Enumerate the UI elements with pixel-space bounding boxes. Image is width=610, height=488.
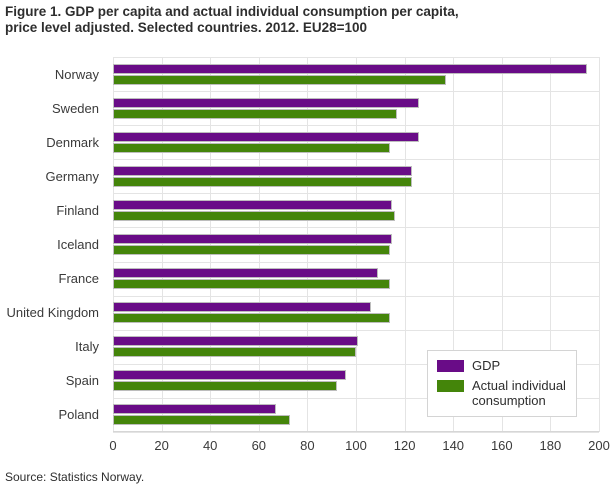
gridline (550, 57, 552, 432)
consumption-bar (113, 210, 395, 221)
gdp-bar (113, 131, 420, 142)
gridline (113, 57, 114, 432)
chart-title: Figure 1. GDP per capita and actual indi… (5, 4, 603, 37)
gridline (501, 57, 503, 432)
gridline (161, 57, 163, 432)
legend-item: GDP (437, 358, 567, 374)
x-tick-label: 160 (490, 438, 513, 453)
chart-title-line: price level adjusted. Selected countries… (5, 20, 368, 36)
x-tick-label: 40 (202, 438, 218, 453)
category-label: Spain (65, 373, 99, 389)
gdp-bar (113, 63, 587, 74)
gridline (113, 329, 599, 331)
bar-row (113, 91, 599, 125)
gdp-bar (113, 302, 371, 313)
consumption-bar (113, 74, 446, 85)
category-label: United Kingdom (6, 305, 100, 321)
consumption-bar (113, 108, 398, 119)
source-note: Source: Statistics Norway. (5, 470, 145, 484)
gridline (113, 125, 599, 127)
category-label: Germany (45, 168, 99, 184)
consumption-bar (113, 279, 391, 290)
gdp-bar (113, 370, 347, 381)
consumption-bar (113, 176, 412, 187)
gridline (356, 57, 357, 432)
x-axis-ticks: 0 20 40 60 80 100 120 140 160 180 200 (109, 438, 609, 456)
category-axis: Norway Sweden Denmark Germany Finland Iceland… (0, 57, 106, 432)
category-label: Sweden (52, 100, 99, 116)
x-axis-line (113, 431, 599, 432)
gdp-bar (113, 234, 393, 245)
gridline (113, 295, 599, 297)
legend-label: Actual individual consumption (472, 377, 566, 408)
bar-rows (113, 57, 599, 432)
gridline (113, 432, 599, 433)
legend-swatch (437, 379, 464, 392)
bar-row (113, 364, 599, 398)
bar-row (113, 330, 599, 364)
gdp-bar (113, 97, 420, 108)
bar-row (113, 262, 599, 296)
gdp-bar (113, 165, 412, 176)
gridline (113, 57, 599, 58)
gridline (404, 57, 406, 432)
consumption-bar (113, 381, 337, 392)
x-tick-label: 80 (300, 438, 315, 453)
category-label: Poland (58, 407, 99, 423)
gridline (113, 227, 599, 229)
x-tick-label: 20 (154, 438, 169, 453)
gridline (113, 91, 599, 93)
consumption-bar (113, 313, 391, 324)
legend: GDP Actual individual consumption (427, 350, 577, 417)
bar-row (113, 193, 599, 227)
chart-title-line: Figure 1. GDP per capita and actual indi… (5, 4, 459, 19)
category-label: Denmark (46, 134, 99, 150)
gridline (113, 193, 599, 195)
gridline (307, 57, 309, 432)
bar-row (113, 125, 599, 159)
legend-item: Actual individual consumption (437, 377, 567, 409)
gridline (113, 261, 599, 263)
bar-row (113, 159, 599, 193)
category-label: Norway (54, 66, 99, 82)
gridline (453, 57, 455, 432)
x-tick-label: 180 (539, 438, 562, 453)
gridline (210, 57, 212, 432)
legend-swatch (437, 360, 464, 372)
gridline (113, 397, 599, 399)
legend-label: GDP (472, 358, 501, 373)
bar-row (113, 398, 599, 432)
consumption-bar (113, 415, 291, 426)
consumption-bar (113, 347, 356, 358)
bar-row (113, 227, 599, 261)
bar-row (113, 296, 599, 330)
gridline (599, 57, 600, 432)
gdp-bar (113, 199, 393, 210)
consumption-bar (113, 142, 391, 153)
gridline (113, 159, 599, 161)
x-tick-label: 0 (109, 438, 117, 453)
category-label: Italy (75, 339, 99, 355)
gridline (258, 57, 260, 432)
x-tick-label: 100 (345, 438, 367, 453)
category-label: Iceland (57, 237, 99, 253)
x-tick-label: 140 (442, 438, 465, 453)
category-label: Finland (56, 202, 99, 218)
gdp-bar (113, 404, 276, 415)
consumption-bar (113, 245, 391, 256)
gridline (113, 363, 599, 365)
gdp-bar (113, 268, 378, 279)
gdp-bar (113, 336, 359, 347)
bar-row (113, 57, 599, 91)
x-tick-label: 120 (393, 438, 416, 453)
x-tick-label: 200 (588, 438, 610, 453)
plot-area: GDP Actual individual consumption (113, 57, 600, 433)
category-label: France (58, 271, 99, 287)
x-tick-label: 60 (251, 438, 267, 453)
